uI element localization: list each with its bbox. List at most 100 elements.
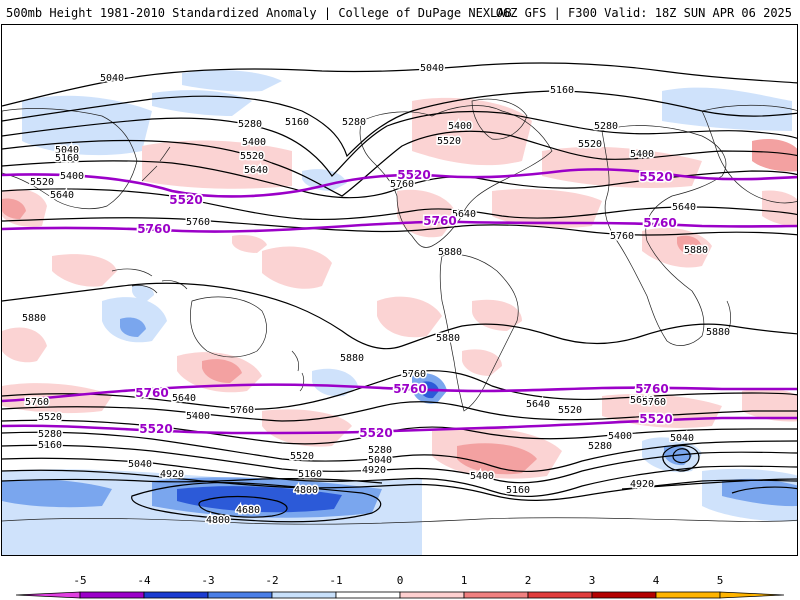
model-valid-time: 06Z GFS | F300 Valid: 18Z SUN APR 06 202… (495, 6, 792, 20)
neg-anomaly-polar (722, 478, 797, 507)
contour-label: 5400 (60, 171, 84, 182)
climatology-label: 5520 (139, 422, 172, 436)
pos-anomaly-sh (742, 388, 797, 422)
colorbar-swatch (271, 591, 337, 599)
contour-label: 4920 (160, 469, 184, 480)
climo-5760-south (2, 383, 797, 403)
contour-label: 5040 (55, 145, 79, 156)
climo-5760-north (2, 220, 797, 233)
contour-label: 5880 (438, 247, 462, 258)
pos-anomaly-nh (2, 198, 26, 219)
contour-label: 5520 (240, 151, 264, 162)
contour-label: 5640 (526, 399, 550, 410)
neg-anomaly-nh (302, 169, 347, 191)
colorbar-tick-label: -4 (137, 574, 151, 587)
neg-anomaly-tropics (132, 285, 154, 301)
colorbar-swatch (207, 591, 273, 599)
colorbar-max-arrow (719, 591, 785, 599)
indonesia-coast (111, 268, 188, 294)
contour-5400-south (2, 431, 797, 473)
neg-anomaly-nh (182, 70, 282, 92)
contour-4800 (131, 481, 382, 523)
contour-label: 5760 (610, 231, 634, 242)
colorbar-swatch (655, 591, 721, 599)
contour-label: 5040 (420, 63, 444, 74)
pos-anomaly-sh (457, 443, 537, 475)
contour-label: 5160 (38, 440, 62, 451)
contour-label: 5280 (588, 441, 612, 452)
contour-label: 5280 (38, 429, 62, 440)
contour-label: 5880 (340, 353, 364, 364)
contour-5280-north (2, 110, 797, 177)
contour-label: 4680 (236, 505, 260, 516)
climatology-label: 5520 (359, 426, 392, 440)
pos-anomaly-nh (677, 235, 702, 255)
pos-anomaly-nh (542, 146, 702, 188)
pos-anomaly-nh (642, 227, 712, 268)
europe-africa-coast (601, 125, 727, 346)
contour-label: 5640 (630, 395, 654, 406)
contour-4800-east (731, 486, 797, 494)
contour-5040-lowcenter (662, 444, 700, 472)
antarctica-coast (2, 517, 797, 525)
climatology-label: 5520 (639, 412, 672, 426)
climo-5520-north (2, 168, 797, 198)
contour-5040-north (2, 62, 797, 107)
contour-label: 5880 (684, 245, 708, 256)
map-panel: 5040 5040 5160 5280 5160 5280 5400 5520 5280 5040… (1, 24, 798, 556)
colorbar-swatch (591, 591, 657, 599)
contour-label: 5640 (452, 209, 476, 220)
colorbar-swatch (79, 591, 145, 599)
map-title: 500mb Height 1981-2010 Standardized Anom… (6, 6, 512, 20)
colorbar-tick-label: -2 (265, 574, 278, 587)
contour-label: 5280 (342, 117, 366, 128)
climatology-label: 5520 (639, 170, 672, 184)
contour-label: 5400 (608, 431, 632, 442)
contour-label: 5520 (290, 451, 314, 462)
climo-5520-south (2, 416, 797, 435)
colorbar-swatch (527, 591, 593, 599)
pos-anomaly-nh (752, 139, 797, 172)
contour-label: 5520 (30, 177, 54, 188)
contour-5160-north (2, 90, 797, 158)
neg-anomaly-nh (152, 90, 252, 116)
colorbar-tick-label: -5 (73, 574, 86, 587)
new-zealand-coast (291, 350, 305, 392)
contour-5640-north (2, 188, 797, 221)
contour-label: 5280 (368, 445, 392, 456)
climatology-contours (2, 168, 797, 435)
contour-label: 5040 (100, 73, 124, 84)
colorbar-tick-label: 2 (525, 574, 532, 587)
contour-label: 5400 (470, 471, 494, 482)
colorbar-tick-label: 5 (717, 574, 724, 587)
contour-label: 5400 (448, 121, 472, 132)
pos-anomaly-tropics (232, 235, 267, 253)
contour-label: 5760 (230, 405, 254, 416)
contour-label: 5760 (25, 397, 49, 408)
contour-4680 (198, 495, 288, 518)
climatology-label: 5760 (393, 382, 426, 396)
contour-label: 5160 (506, 485, 530, 496)
colorbar-swatch (399, 591, 465, 599)
contour-label: 5760 (642, 397, 666, 408)
contour-label: 5520 (437, 136, 461, 147)
contour-label: 4920 (630, 479, 654, 490)
contour-label: 5160 (550, 85, 574, 96)
contour-label: 5280 (238, 119, 262, 130)
asia-coast (701, 104, 797, 204)
colorbar-min-arrow (15, 591, 81, 599)
japan-coast (141, 146, 171, 182)
climatology-label: 5760 (643, 216, 676, 230)
contour-4920 (2, 478, 797, 490)
contour-label: 5400 (630, 149, 654, 160)
colorbar-swatches (15, 591, 785, 599)
colorbar-tick-label: -1 (329, 574, 342, 587)
pos-anomaly-tropics (462, 349, 502, 376)
colorbar-swatch (463, 591, 529, 599)
neg-anomaly-polar (177, 486, 342, 513)
contour-label: 5280 (594, 121, 618, 132)
contour-label: 5040 (368, 455, 392, 466)
neg-anomaly-nh (662, 87, 792, 131)
climatology-label: 5760 (423, 214, 456, 228)
contour-label: 5760 (186, 217, 210, 228)
